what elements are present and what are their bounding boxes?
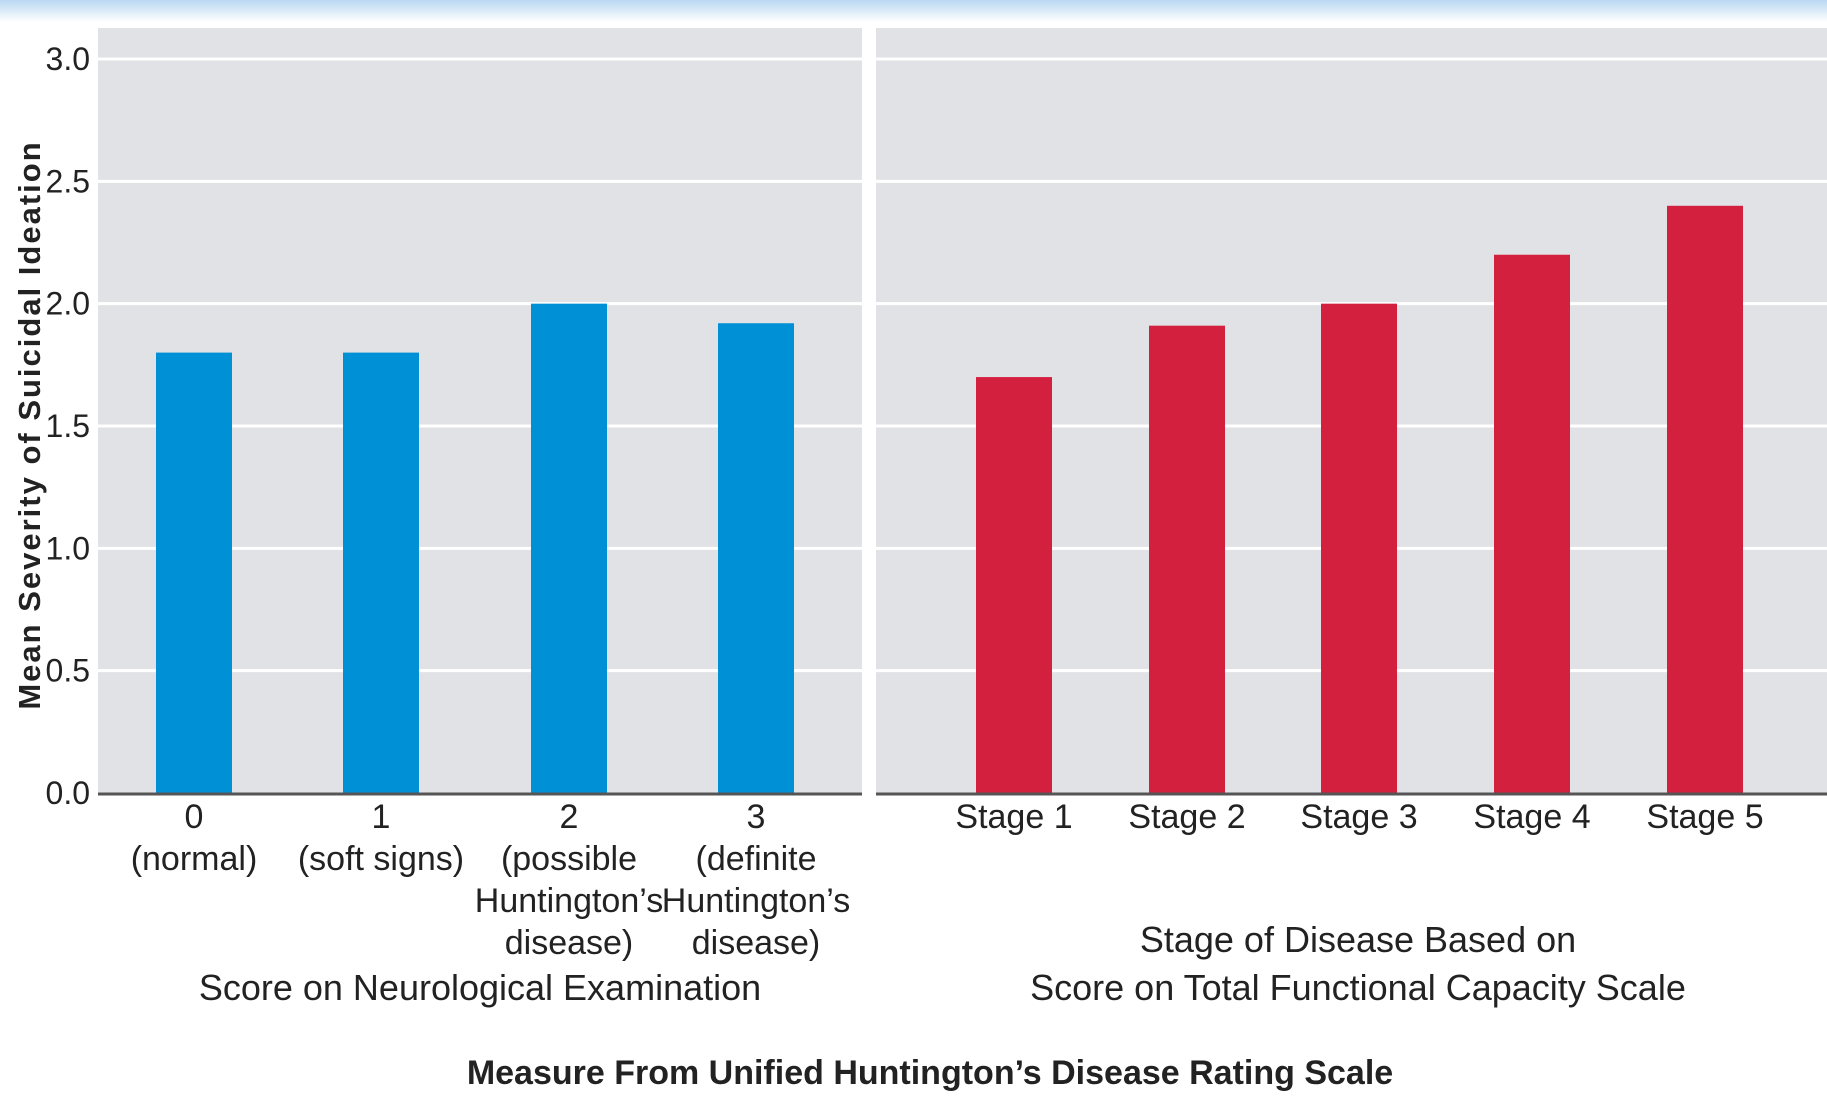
panel-1 bbox=[98, 28, 862, 796]
y-tick-label: 1.0 bbox=[46, 530, 90, 566]
x-tick-label: 0 (normal) bbox=[131, 798, 258, 878]
bar-panel2-4 bbox=[1494, 254, 1570, 793]
y-tick-label: 2.0 bbox=[46, 286, 90, 322]
x-tick-label: Stage 5 bbox=[1646, 798, 1763, 836]
x-axis-common-title: Measure From Unified Huntington’s Diseas… bbox=[467, 1054, 1393, 1091]
x-axis-title-panel2: Score on Total Functional Capacity Scale bbox=[1030, 967, 1686, 1008]
panel-2 bbox=[876, 28, 1827, 796]
x-tick-label: 1 (soft signs) bbox=[298, 798, 464, 878]
bar-panel2-3 bbox=[1321, 303, 1397, 793]
x-tick-label: Stage 4 bbox=[1473, 798, 1590, 836]
y-tick-label: 1.5 bbox=[46, 408, 90, 444]
bar-panel2-2 bbox=[1149, 325, 1225, 793]
top-decorative-band bbox=[0, 0, 1827, 22]
x-tick-label: 2 (possible Huntington’s disease) bbox=[475, 798, 663, 962]
x-axis-title-panel2: Stage of Disease Based on bbox=[1140, 919, 1576, 960]
x-tick-label: Stage 3 bbox=[1300, 798, 1417, 836]
bar-panel1-4 bbox=[718, 323, 794, 793]
y-axis: 0.0 0.5 1.0 1.5 2.0 2.5 3.0 bbox=[46, 41, 90, 811]
x-tick-label: Stage 1 bbox=[955, 798, 1072, 836]
y-axis-label: Mean Severity of Suicidal Ideation bbox=[12, 140, 47, 709]
bar-panel1-1 bbox=[156, 352, 232, 793]
x-axis-labels: 0 (normal) 1 (soft signs)2 (possible Huntingt… bbox=[131, 798, 1764, 1008]
bar-panel2-1 bbox=[976, 377, 1052, 793]
x-axis-title-panel1: Score on Neurological Examination bbox=[199, 967, 761, 1008]
y-tick-label: 0.5 bbox=[46, 653, 90, 689]
bar-panel2-5 bbox=[1667, 205, 1743, 794]
bar-panel1-2 bbox=[343, 352, 419, 793]
chart-panels bbox=[98, 28, 1827, 796]
x-tick-label: 3 (definite Huntington’s disease) bbox=[662, 798, 850, 962]
y-tick-label: 0.0 bbox=[46, 775, 90, 811]
y-tick-label: 3.0 bbox=[46, 41, 90, 77]
y-tick-label: 2.5 bbox=[46, 163, 90, 199]
bar-panel1-3 bbox=[531, 303, 607, 793]
x-tick-label: Stage 2 bbox=[1128, 798, 1245, 836]
